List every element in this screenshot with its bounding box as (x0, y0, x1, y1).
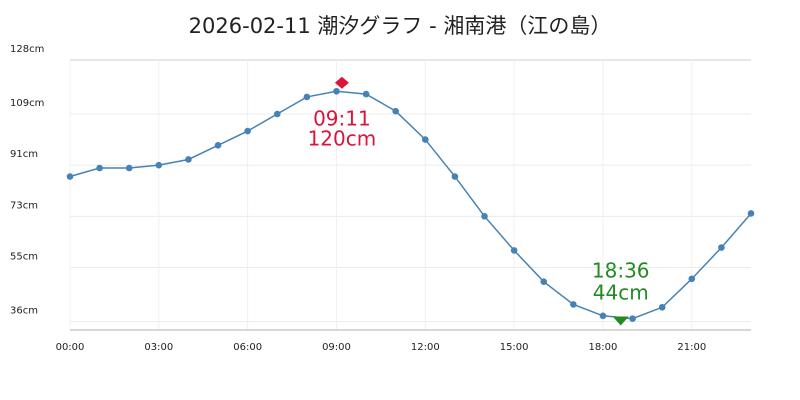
data-point (244, 127, 251, 135)
data-point (658, 303, 666, 311)
data-point (688, 275, 696, 283)
data-point (629, 315, 636, 322)
high-tide-marker (334, 76, 349, 89)
data-point (422, 136, 429, 143)
y-tick-label: 73cm (10, 200, 38, 211)
data-point (96, 164, 103, 172)
data-point (747, 210, 755, 217)
y-tick-label: 109cm (10, 98, 44, 109)
x-tick-label: 06:00 (233, 342, 262, 353)
data-point (540, 278, 548, 285)
high-tide-level-label: 120cm (308, 127, 377, 151)
data-point (214, 141, 222, 149)
x-tick-label: 09:00 (322, 342, 351, 353)
x-tick-label: 21:00 (677, 342, 706, 353)
data-point (599, 312, 607, 320)
x-tick-label: 15:00 (500, 342, 529, 353)
high-tide-time-label: 09:11 (313, 107, 371, 131)
data-point (273, 110, 281, 118)
low-tide-level-label: 44cm (593, 280, 649, 304)
data-point (125, 164, 133, 172)
low-tide-time-label: 18:36 (592, 258, 650, 282)
data-point (451, 173, 459, 180)
series-line (69, 90, 752, 320)
data-point (185, 156, 192, 163)
low-tide-marker (612, 316, 629, 326)
data-point (481, 213, 488, 220)
data-point (333, 87, 340, 95)
axes: 128cm 109cm 91cm 73cm 55cm 36cm 00:00 03:00 06:0… (10, 44, 751, 353)
series-line-layer (69, 90, 752, 320)
data-point (392, 107, 399, 115)
x-tick-label: 12:00 (411, 342, 440, 353)
chart-title: 2026-02-11 潮汐グラフ - 湘南港（江の島） (188, 14, 612, 38)
x-tick-label: 18:00 (589, 342, 618, 353)
y-tick-label: 128cm (10, 44, 44, 55)
y-tick-label: 55cm (10, 251, 38, 262)
data-point (66, 173, 74, 180)
x-tick-label: 03:00 (144, 342, 173, 353)
data-point (718, 244, 725, 251)
x-tick-label: 00:00 (56, 342, 85, 353)
y-tick-label: 91cm (10, 149, 38, 160)
y-tick-label: 36cm (10, 305, 38, 316)
data-point (362, 90, 370, 98)
data-point (155, 161, 163, 169)
grid (69, 59, 751, 330)
data-points (66, 87, 755, 322)
data-point (570, 301, 577, 308)
data-point (510, 247, 518, 254)
data-point (303, 93, 311, 101)
